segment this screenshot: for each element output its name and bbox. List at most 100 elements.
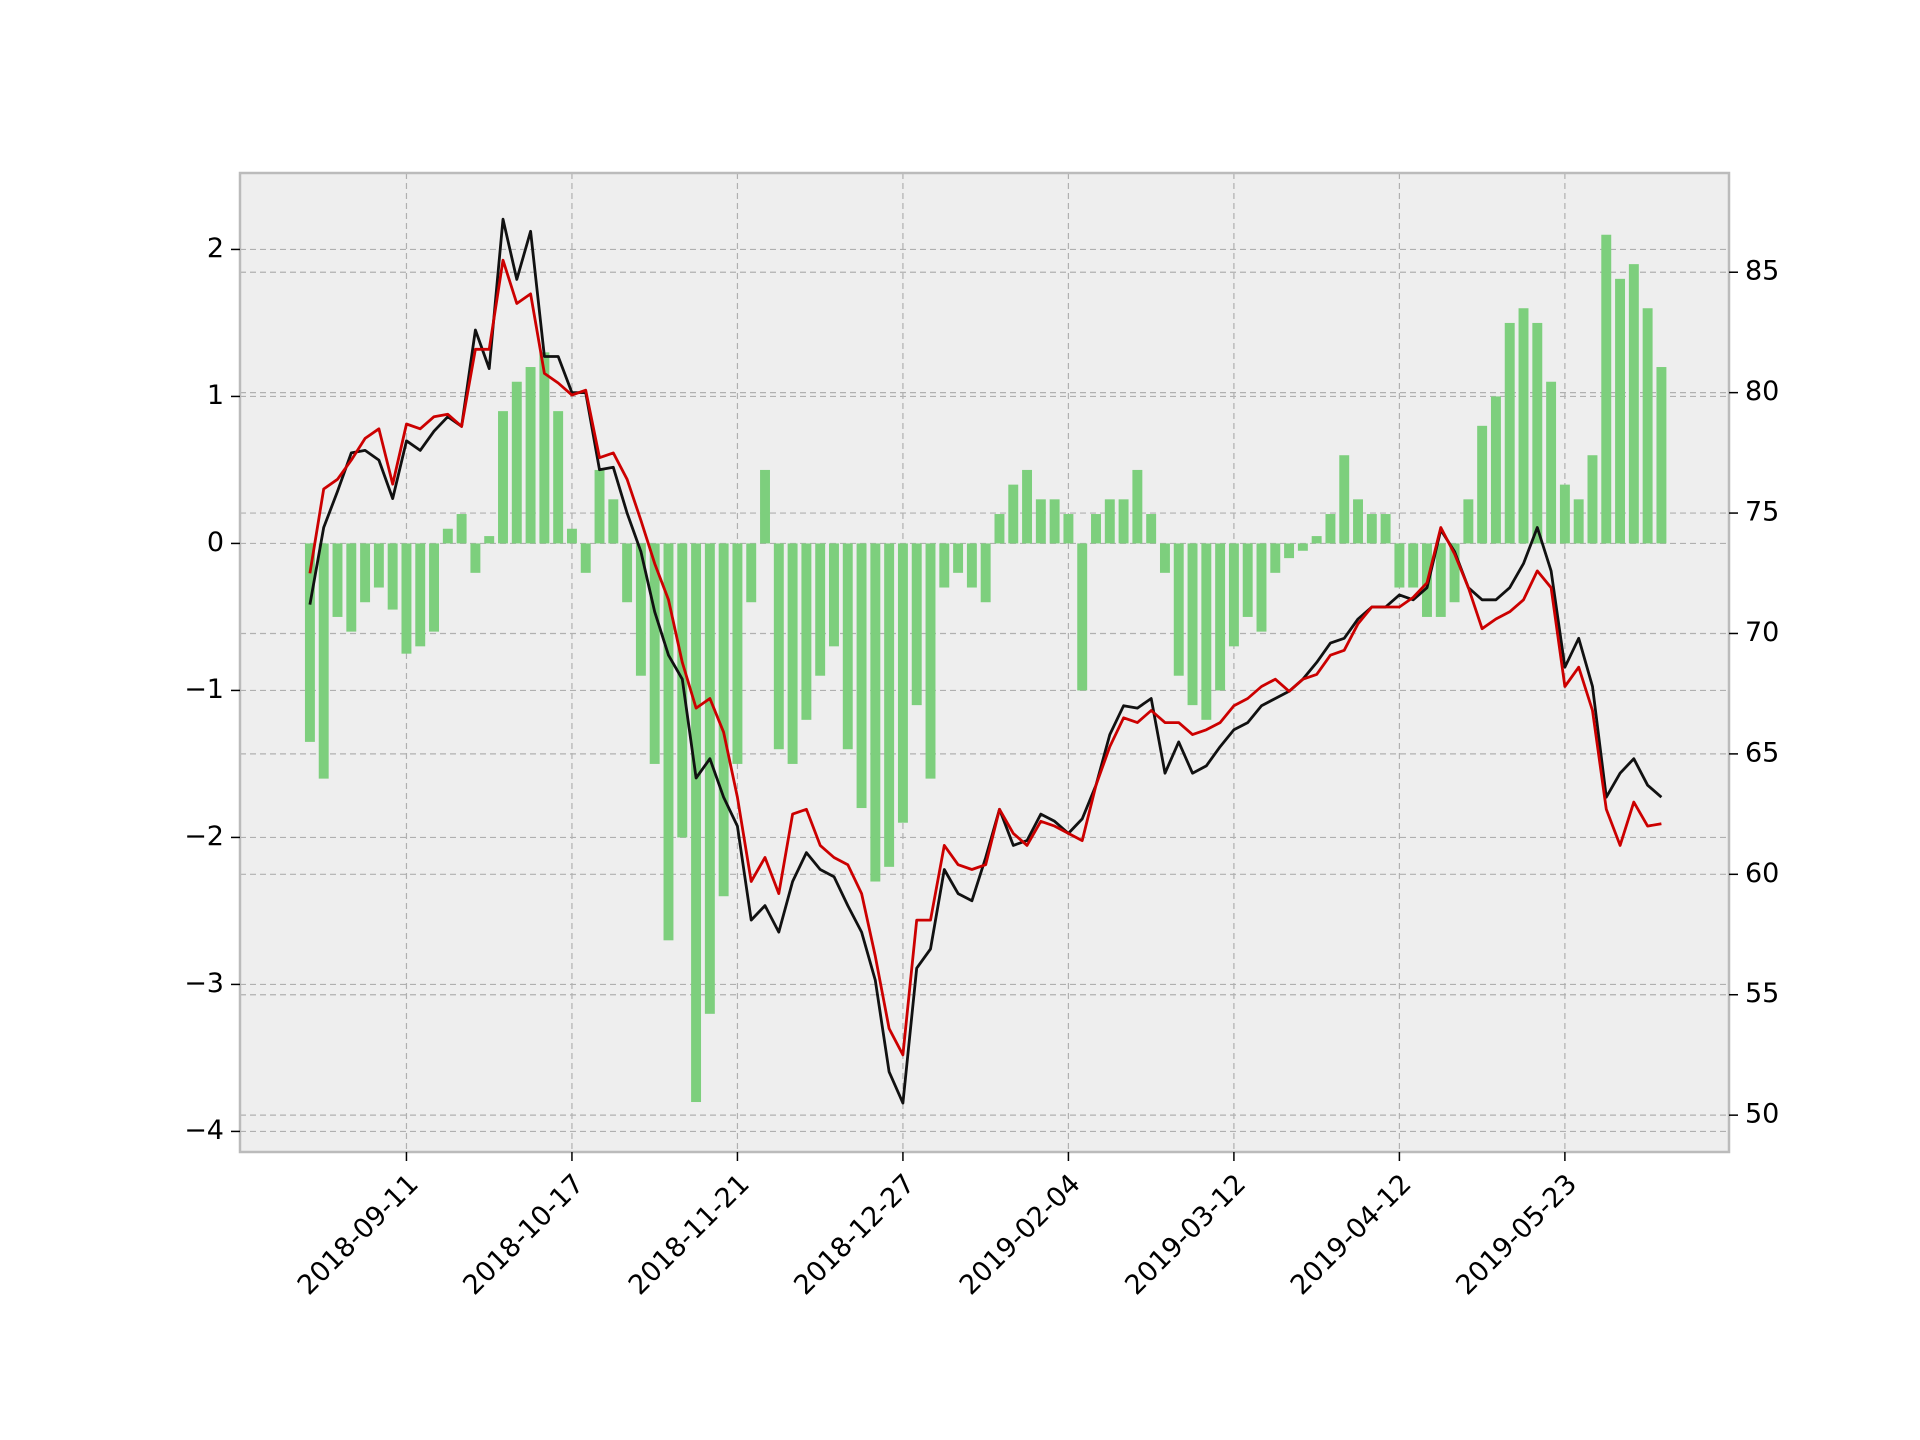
x-tick-label: 2019-02-04 [954, 1168, 1087, 1301]
bar [1628, 264, 1639, 544]
y-tick-label: 1 [207, 380, 224, 411]
bar [677, 543, 688, 838]
bar [580, 543, 591, 573]
bar [1339, 455, 1350, 544]
bar [649, 543, 660, 764]
bar [1587, 455, 1598, 544]
bar [608, 499, 619, 544]
bar [498, 411, 508, 544]
y2-tick-label: 50 [1745, 1099, 1779, 1130]
bar [1270, 543, 1281, 573]
bar [539, 352, 550, 544]
bar [801, 543, 812, 720]
bar [1284, 543, 1295, 559]
bar [1077, 543, 1088, 691]
bar [1311, 536, 1322, 544]
bar [401, 543, 412, 654]
bar [1118, 499, 1129, 544]
bar [1132, 469, 1143, 544]
bar [484, 536, 495, 544]
bar [732, 543, 743, 764]
bar [622, 543, 633, 603]
bar [1201, 543, 1212, 720]
bar [1187, 543, 1198, 706]
bar [704, 543, 715, 1014]
y2-tick-label: 55 [1745, 978, 1779, 1009]
bar [1615, 278, 1626, 544]
y2-tick-label: 65 [1745, 737, 1779, 768]
bar [746, 543, 757, 603]
bar [635, 543, 646, 676]
bar [1477, 425, 1488, 544]
bar [1463, 499, 1474, 544]
bar [773, 543, 784, 750]
bar [1435, 543, 1446, 617]
y-tick-label: −1 [184, 674, 224, 705]
bar [1490, 396, 1501, 544]
bar [663, 543, 674, 941]
bar [829, 543, 839, 647]
bar [346, 543, 357, 632]
bar [1146, 514, 1157, 544]
bar [760, 469, 770, 544]
bar [1380, 514, 1391, 544]
bar [594, 469, 605, 544]
line [308, 258, 1662, 1057]
x-tick-label: 2019-04-12 [1285, 1168, 1418, 1301]
bar [456, 514, 467, 544]
bar [1297, 543, 1308, 551]
bar [1063, 514, 1074, 544]
bar [718, 543, 729, 897]
bar [1573, 499, 1584, 544]
bar [1394, 543, 1405, 588]
y2-tick-label: 60 [1745, 858, 1779, 889]
bar [1518, 308, 1529, 544]
bar [1601, 234, 1612, 544]
x-tick-label: 2018-09-11 [292, 1168, 425, 1301]
bar [925, 543, 936, 779]
bar [856, 543, 867, 809]
bar [939, 543, 950, 588]
bar [1035, 499, 1046, 544]
y2-tick-label: 85 [1745, 256, 1779, 287]
bar [1159, 543, 1170, 573]
bar [1256, 543, 1267, 632]
bar [953, 543, 964, 573]
x-tick-label: 2019-05-23 [1450, 1168, 1583, 1301]
y-tick-label: −4 [184, 1115, 224, 1146]
bar [360, 543, 371, 603]
bar [980, 543, 991, 603]
bar [966, 543, 977, 588]
bar [1215, 543, 1226, 691]
bar [415, 543, 426, 647]
y-tick-label: 2 [207, 233, 224, 264]
bar [1546, 381, 1557, 544]
bar [1091, 514, 1101, 544]
x-tick-label: 2018-10-17 [457, 1168, 590, 1301]
bar [470, 543, 481, 573]
bar [525, 367, 536, 544]
bar [1173, 543, 1184, 676]
bar [1104, 499, 1115, 544]
plot-area [240, 173, 1729, 1152]
x-tick-label: 2019-03-12 [1119, 1168, 1252, 1301]
bar [511, 381, 522, 544]
bar [1449, 543, 1460, 603]
bar [911, 543, 922, 706]
bar [373, 543, 384, 588]
bar [842, 543, 853, 750]
bar [318, 543, 329, 779]
bar [304, 543, 315, 742]
bar [429, 543, 440, 632]
bar [994, 514, 1005, 544]
bar [1366, 514, 1377, 544]
bar [870, 543, 881, 882]
plot-frame [238, 171, 1731, 1154]
y2-tick-label: 80 [1745, 376, 1779, 407]
bar [897, 543, 908, 823]
bar [815, 543, 826, 676]
bar [442, 528, 453, 544]
y-tick-label: −3 [184, 968, 224, 999]
